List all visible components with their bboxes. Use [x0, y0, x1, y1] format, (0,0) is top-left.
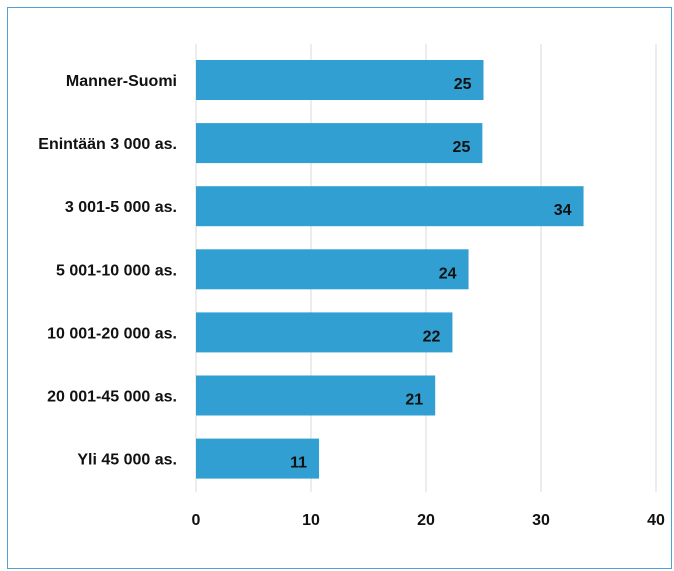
- bar-0: [196, 60, 484, 100]
- data-label-4: 22: [423, 328, 441, 345]
- bars: [196, 60, 584, 479]
- data-label-2: 34: [554, 202, 572, 219]
- bar-4: [196, 312, 453, 353]
- x-tick-label-30: 30: [532, 512, 550, 529]
- data-label-0: 25: [454, 76, 472, 93]
- x-tick-label-20: 20: [417, 512, 435, 529]
- x-tick-label-40: 40: [647, 512, 665, 529]
- category-label-4: 10 001-20 000 as.: [47, 325, 177, 342]
- category-label-3: 5 001-10 000 as.: [56, 262, 177, 279]
- category-label-1: Enintään 3 000 as.: [38, 136, 177, 153]
- data-label-3: 24: [439, 265, 457, 282]
- category-label-2: 3 001-5 000 as.: [65, 199, 177, 216]
- x-tick-label-0: 0: [192, 512, 201, 529]
- x-axis-tick-labels: 0 10 20 30 40: [192, 512, 665, 529]
- x-tick-label-10: 10: [302, 512, 320, 529]
- bar-3: [196, 249, 469, 290]
- bar-1: [196, 123, 483, 164]
- category-label-0: Manner-Suomi: [66, 73, 177, 90]
- category-label-5: 20 001-45 000 as.: [47, 389, 177, 406]
- data-labels: 25 25 34 24 22 21 11: [290, 76, 572, 472]
- category-label-6: Yli 45 000 as.: [77, 452, 177, 469]
- bar-5: [196, 375, 436, 416]
- data-label-1: 25: [453, 139, 471, 156]
- data-label-5: 21: [405, 392, 423, 409]
- category-labels: Manner-Suomi Enintään 3 000 as. 3 001-5 00…: [38, 73, 177, 469]
- bar-6: [196, 438, 320, 479]
- data-label-6: 11: [290, 455, 307, 472]
- bar-2: [196, 186, 584, 227]
